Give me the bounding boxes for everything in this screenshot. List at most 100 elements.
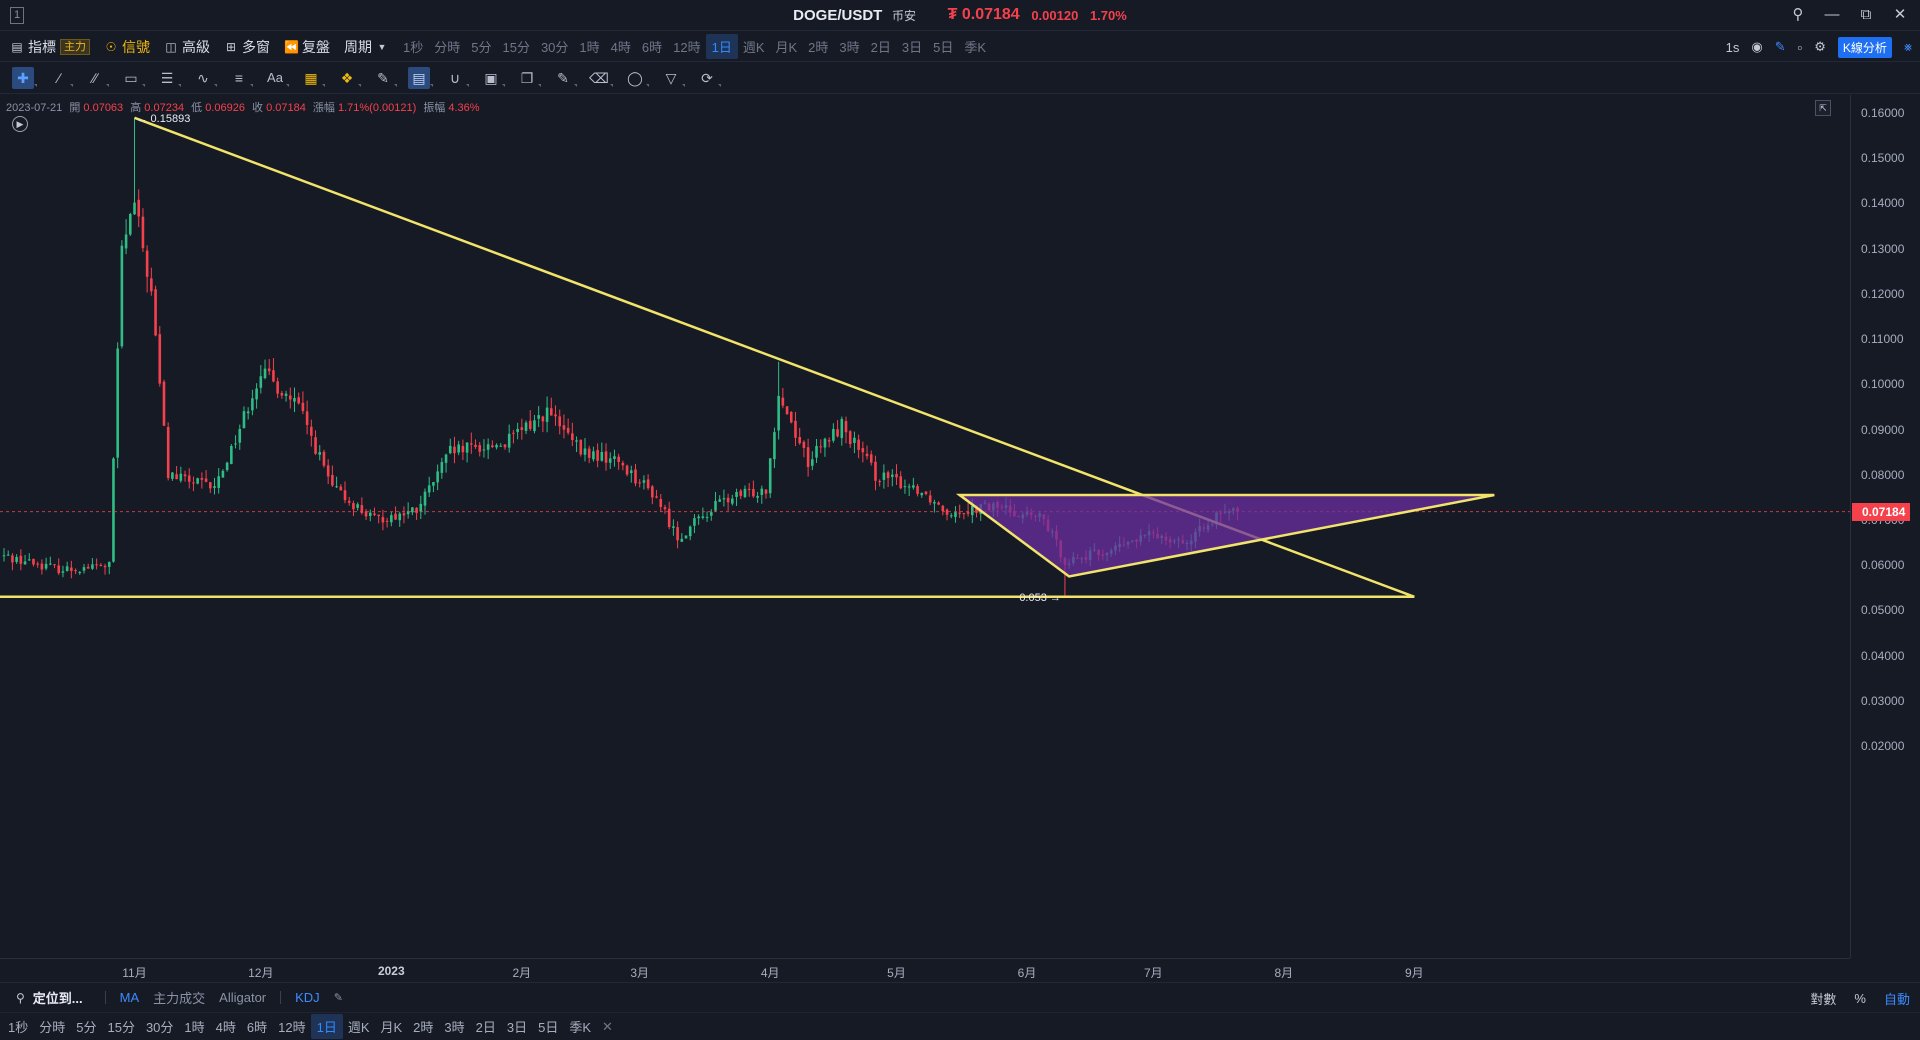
- tab-period-12[interactable]: 2時: [808, 40, 829, 55]
- close-icon[interactable]: ✕: [1893, 6, 1907, 23]
- pattern-icon[interactable]: ▤: [408, 67, 433, 89]
- tab-period-15[interactable]: 3日: [901, 40, 923, 55]
- restore-icon[interactable]: ⧉: [1860, 6, 1872, 23]
- price-axis[interactable]: 0.16000 0.15000 0.14000 0.13000 0.12000 0.110…: [1850, 95, 1920, 958]
- multi-window-button[interactable]: ⊞ 多窗: [224, 37, 270, 57]
- candle: [840, 418, 844, 439]
- fibonacci-icon[interactable]: ≡: [228, 67, 253, 89]
- tab-period-0[interactable]: 1秒: [403, 40, 424, 55]
- ruler-icon[interactable]: ▦: [300, 67, 325, 89]
- horizontal-lines-icon[interactable]: ☰: [156, 67, 181, 89]
- bottom-period-2[interactable]: 5分: [76, 1020, 97, 1035]
- tab-period-16[interactable]: 5日: [933, 40, 954, 55]
- bottom-period-17[interactable]: 季K: [569, 1020, 592, 1035]
- search-icon[interactable]: ⚲: [1792, 6, 1804, 23]
- time-axis[interactable]: 11月 12月 2023 2月 3月 4月 5月 6月 7月 8月 9月: [0, 958, 1850, 982]
- filter-icon[interactable]: ▽: [660, 67, 685, 89]
- log-scale-toggle[interactable]: 對數: [1810, 991, 1837, 1007]
- edit-icon[interactable]: ✎: [552, 67, 577, 89]
- text-icon[interactable]: Aa: [264, 67, 289, 89]
- parallel-channel-icon[interactable]: ∕∕: [84, 67, 109, 89]
- candle: [781, 397, 785, 406]
- kline-analysis-button[interactable]: K線分析: [1837, 36, 1892, 58]
- tab-period-6[interactable]: 4時: [610, 40, 631, 55]
- close-periods-icon[interactable]: ✕: [602, 1018, 613, 1034]
- price-chart[interactable]: ← 0.15893 0.053 →: [0, 95, 1850, 958]
- collapse-legend-icon[interactable]: ▶: [12, 116, 28, 132]
- share-icon[interactable]: ⨳: [1903, 39, 1912, 54]
- tab-period-8[interactable]: 12時: [673, 40, 701, 55]
- tab-period-14[interactable]: 2日: [870, 40, 891, 55]
- hide-icon[interactable]: ◯: [624, 67, 649, 89]
- pair-name[interactable]: DOGE/USDT: [793, 6, 883, 24]
- tab-period-5[interactable]: 1時: [579, 40, 600, 55]
- pencil-icon[interactable]: ✎: [372, 67, 397, 89]
- bottom-period-5[interactable]: 1時: [184, 1020, 205, 1035]
- indicators-button[interactable]: ▤ 指標 主力: [10, 37, 90, 57]
- bottom-period-15[interactable]: 3日: [506, 1020, 528, 1035]
- candle: [714, 500, 717, 511]
- minimize-icon[interactable]: —: [1824, 6, 1840, 23]
- signals-button[interactable]: ☉ 信號: [104, 37, 150, 57]
- bottom-period-7[interactable]: 6時: [246, 1020, 268, 1035]
- tab-period-9[interactable]: 1日: [705, 34, 738, 59]
- auto-scale-toggle[interactable]: 自動: [1883, 991, 1910, 1007]
- tab-period-10[interactable]: 週K: [742, 40, 765, 55]
- tab-period-3[interactable]: 15分: [502, 40, 530, 55]
- replay-button[interactable]: ⏪ 复盤: [284, 37, 330, 57]
- edit-indicator-icon[interactable]: ✎: [333, 992, 343, 1004]
- tab-period-7[interactable]: 6時: [641, 40, 663, 55]
- indicator-alligator[interactable]: Alligator: [219, 990, 267, 1005]
- crosshair-icon[interactable]: ✚: [12, 67, 37, 89]
- percent-scale-toggle[interactable]: %: [1854, 990, 1866, 1006]
- tab-period-4[interactable]: 30分: [540, 40, 569, 55]
- advanced-button[interactable]: ◫ 高級: [164, 37, 210, 57]
- window-number[interactable]: 1: [10, 7, 24, 24]
- lock-icon[interactable]: ▣: [480, 67, 505, 89]
- bottom-period-4[interactable]: 30分: [145, 1020, 174, 1035]
- indicator-main-force[interactable]: 主力成交: [153, 991, 206, 1006]
- camera-icon[interactable]: ◉: [1751, 39, 1763, 54]
- bottom-period-1[interactable]: 分時: [39, 1020, 66, 1035]
- main-toolbar: ▤ 指標 主力 ☉ 信號 ◫ 高級 ⊞ 多窗 ⏪ 复盤 周期 ▼ 1秒 分時 5分 1…: [0, 32, 1920, 62]
- bottom-period-0[interactable]: 1秒: [8, 1020, 29, 1035]
- pen-icon[interactable]: ✎: [1774, 39, 1786, 54]
- bottom-period-6[interactable]: 4時: [215, 1020, 236, 1035]
- bottom-period-11[interactable]: 月K: [380, 1020, 403, 1035]
- rectangle-icon[interactable]: ▭: [120, 67, 145, 89]
- candle: [865, 453, 869, 457]
- tab-period-2[interactable]: 5分: [471, 40, 492, 55]
- locate-button[interactable]: ⚲ 定位到...: [16, 988, 83, 1007]
- bottom-period-13[interactable]: 3時: [444, 1020, 465, 1035]
- tab-period-17[interactable]: 季K: [964, 40, 987, 55]
- bottom-period-16[interactable]: 5日: [538, 1020, 559, 1035]
- bottom-period-14[interactable]: 2日: [475, 1020, 496, 1035]
- bottom-period-8[interactable]: 12時: [278, 1020, 306, 1035]
- tab-period-13[interactable]: 3時: [839, 40, 860, 55]
- settings-icon[interactable]: ⚙: [1814, 39, 1826, 54]
- tab-period-11[interactable]: 月K: [775, 40, 798, 55]
- indicator-ma[interactable]: MA: [119, 990, 140, 1005]
- trash-icon[interactable]: ⌫: [588, 67, 613, 89]
- wave-icon[interactable]: ∿: [192, 67, 217, 89]
- candle: [335, 486, 338, 488]
- trend-line-icon[interactable]: ∕: [48, 67, 73, 89]
- candle: [373, 513, 376, 515]
- candle: [263, 368, 267, 379]
- bottom-period-12[interactable]: 2時: [413, 1020, 434, 1035]
- tab-period-1[interactable]: 分時: [434, 40, 461, 55]
- fullscreen-icon[interactable]: ⇱: [1815, 100, 1831, 116]
- clone-icon[interactable]: ❐: [516, 67, 541, 89]
- measure-icon[interactable]: ❖: [336, 67, 361, 89]
- bottom-period-9[interactable]: 1日: [310, 1014, 343, 1039]
- main-force-tag[interactable]: 主力: [60, 38, 90, 55]
- indicator-kdj[interactable]: KDJ: [295, 990, 320, 1005]
- cycle-dropdown[interactable]: 周期 ▼: [344, 37, 389, 57]
- interval-label[interactable]: 1s: [1725, 39, 1740, 55]
- bottom-period-3[interactable]: 15分: [107, 1020, 135, 1035]
- candle: [356, 504, 359, 508]
- bottom-period-10[interactable]: 週K: [347, 1020, 370, 1035]
- sync-icon[interactable]: ⟳: [696, 67, 721, 89]
- magnet-icon[interactable]: ∪: [444, 67, 469, 89]
- note-icon[interactable]: ▫: [1797, 39, 1803, 55]
